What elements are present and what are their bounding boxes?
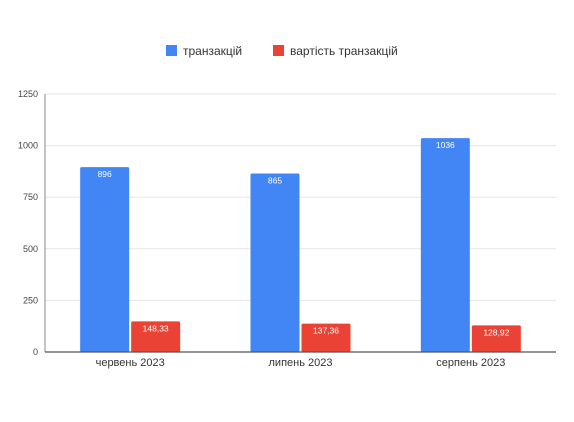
- y-tick-label: 250: [23, 295, 38, 305]
- y-tick-label: 500: [23, 244, 38, 254]
- legend-swatch: [166, 45, 177, 56]
- bars: 896 148,33 865 137,36 1036 128,92: [80, 138, 521, 352]
- data-label: 896: [98, 169, 112, 179]
- y-tick-label: 1250: [18, 89, 38, 99]
- data-label: 1036: [436, 140, 455, 150]
- bar: [250, 173, 300, 352]
- data-label: 137,36: [313, 326, 339, 336]
- bar: [301, 323, 351, 352]
- legend: транзакцій вартість транзакцій: [166, 44, 398, 58]
- x-axis: червень 2023 липень 2023 серпень 2023: [45, 351, 556, 369]
- y-tick-label: 750: [23, 192, 38, 202]
- y-tick-label: 0: [33, 347, 38, 357]
- data-label: 148,33: [143, 323, 169, 333]
- gridlines: [45, 93, 556, 301]
- x-tick-label: липень 2023: [269, 357, 333, 369]
- legend-swatch: [273, 45, 284, 56]
- data-label: 865: [268, 175, 282, 185]
- bar: [471, 325, 521, 352]
- legend-label: транзакцій: [183, 44, 242, 58]
- bar: [80, 167, 130, 352]
- data-label: 128,92: [483, 327, 509, 337]
- x-tick-label: червень 2023: [96, 357, 165, 369]
- y-tick-label: 1000: [18, 141, 38, 151]
- y-axis: 0 250 500 750 1000 1250: [18, 89, 46, 357]
- bar: [420, 138, 470, 352]
- x-tick-label: серпень 2023: [436, 357, 505, 369]
- legend-label: вартість транзакцій: [290, 44, 398, 58]
- bar: [131, 321, 181, 352]
